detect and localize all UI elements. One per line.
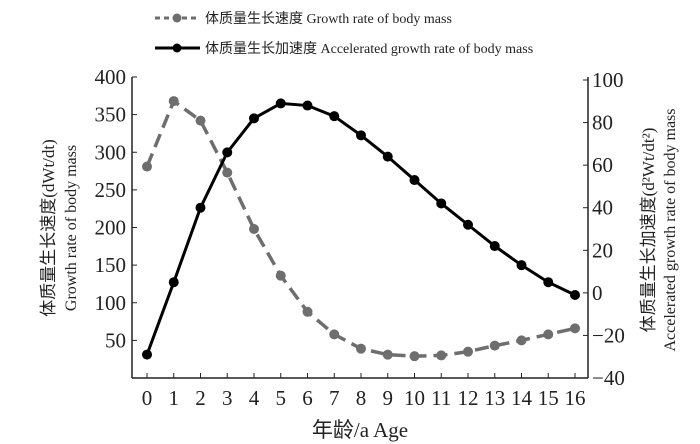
series-group [142, 96, 580, 362]
x-tick-label: 14 [511, 386, 533, 410]
x-tick-label: 15 [538, 386, 559, 410]
x-tick-label: 0 [142, 386, 153, 410]
growth-rate-point [142, 161, 152, 172]
y-axis-right-label-en: Accelerated growth rate of body mass [662, 108, 679, 351]
growth-rate-point [516, 335, 527, 346]
x-tick-label: 2 [195, 386, 206, 410]
accelerated-growth-rate-point [329, 111, 340, 122]
growth-rate-point [356, 343, 366, 354]
accelerated-growth-rate-point [382, 151, 393, 162]
growth-rate-point [168, 96, 179, 107]
accelerated-growth-rate-point [275, 98, 286, 109]
accelerated-growth-rate-point [570, 289, 580, 300]
y-axis-left-label-en: Growth rate of body mass [63, 145, 80, 311]
x-tick-label: 9 [383, 386, 394, 410]
axes: 50100150200250300350400−40−2002040608010… [95, 65, 625, 410]
y-right-tick-label: 40 [592, 196, 613, 220]
y-right-tick-label: 60 [592, 153, 613, 177]
accelerated-growth-rate-point [168, 277, 179, 288]
x-tick-label: 5 [276, 386, 287, 410]
growth-rate-point [543, 329, 554, 340]
accelerated-growth-rate-point [463, 219, 473, 230]
legend-label-0: 体质量生长速度 Growth rate of body mass [205, 11, 452, 27]
y-left-tick-label: 350 [95, 103, 127, 127]
y-right-tick-label: 0 [592, 281, 603, 305]
growth-rate-point [222, 167, 233, 178]
y-right-tick-label: 100 [592, 68, 624, 92]
x-tick-label: 16 [565, 386, 586, 410]
growth-rate-point [409, 351, 420, 362]
growth-rate-point [382, 349, 393, 360]
y-left-tick-label: 200 [95, 216, 127, 240]
y-left-tick-label: 400 [95, 65, 127, 89]
growth-rate-point [570, 323, 580, 334]
y-left-tick-label: 300 [95, 140, 127, 164]
accelerated-growth-rate-point [489, 241, 500, 252]
y-axis-right-label-cn: 体质量生长加速度(d²Wt/dt²) [639, 128, 658, 333]
x-tick-label: 12 [458, 386, 479, 410]
y-right-tick-label: 80 [592, 111, 613, 135]
accelerated-growth-rate-point [195, 202, 206, 213]
growth-rate-point [275, 270, 286, 281]
accelerated-growth-rate-point [409, 175, 420, 186]
x-tick-label: 7 [329, 386, 340, 410]
legend-marker-1 [172, 43, 182, 53]
growth-rate-point [302, 306, 313, 317]
y-right-tick-label: 20 [592, 238, 613, 262]
legend-label-1: 体质量生长加速度 Accelerated growth rate of body… [205, 41, 533, 57]
y-right-tick-label: −40 [592, 366, 625, 390]
y-left-tick-label: 250 [95, 178, 127, 202]
x-axis-label: 年龄/a Age [312, 418, 408, 442]
growth-rate-point [329, 329, 340, 340]
growth-rate-point [195, 115, 206, 126]
accelerated-growth-rate-point [302, 100, 313, 111]
y-right-tick-label: −20 [592, 323, 625, 347]
accelerated-growth-rate-point [249, 113, 259, 124]
y-axis-left-label-cn: 体质量生长速度(dWt/dt) [39, 139, 58, 317]
y-left-tick-label: 100 [95, 291, 127, 315]
x-tick-label: 8 [356, 386, 367, 410]
growth-rate-point [463, 346, 473, 357]
legend: 体质量生长速度 Growth rate of body mass 体质量生长加速度… [155, 11, 533, 57]
y-left-tick-label: 150 [95, 253, 127, 277]
accelerated-growth-rate-point [543, 277, 554, 288]
x-tick-label: 3 [222, 386, 233, 410]
x-tick-label: 11 [431, 386, 451, 410]
growth-rate-point [249, 224, 259, 235]
y-left-tick-label: 50 [105, 328, 126, 352]
accelerated-growth-rate-point [142, 349, 152, 360]
x-tick-label: 13 [484, 386, 505, 410]
growth-rate-point [489, 340, 500, 351]
accelerated-growth-rate-point [356, 130, 366, 141]
accelerated-growth-rate-point [516, 260, 527, 271]
x-tick-label: 4 [249, 386, 260, 410]
growth-rate-point [436, 350, 447, 361]
x-tick-label: 10 [404, 386, 425, 410]
x-tick-label: 1 [169, 386, 180, 410]
x-tick-label: 6 [302, 386, 313, 410]
legend-marker-0 [172, 13, 182, 23]
accelerated-growth-rate-point [222, 147, 233, 158]
accelerated-growth-rate-point [436, 198, 447, 209]
